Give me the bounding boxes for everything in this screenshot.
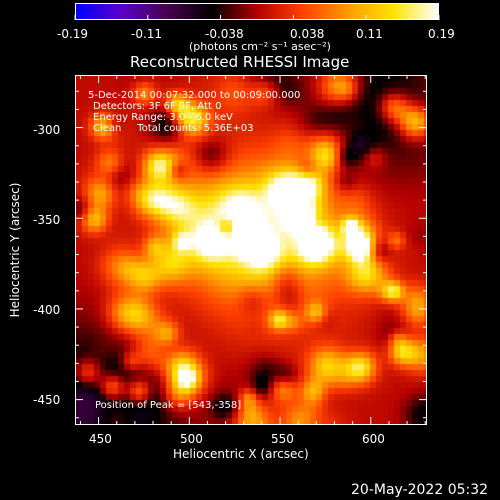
peak-position: Position of Peak = [543,-358] <box>95 400 242 411</box>
info-detectors: Detectors: 3F 6F 9F, Att 0 <box>93 101 222 112</box>
x-tick-label: 500 <box>180 432 203 446</box>
colorbar <box>75 3 439 20</box>
x-tick-label: 550 <box>271 432 294 446</box>
image-plot: 5-Dec-2014 00:07:32.000 to 00:09:00.000 … <box>75 75 427 425</box>
x-axis-label: Heliocentric X (arcsec) <box>173 447 309 461</box>
colorbar-tick-label: -0.038 <box>205 27 244 41</box>
colorbar-tick-label: -0.19 <box>57 27 89 41</box>
y-tick-label: -400 <box>33 303 61 317</box>
y-tick-label: -300 <box>33 123 61 137</box>
x-tick-label: 600 <box>362 432 385 446</box>
timestamp: 20-May-2022 05:32 <box>351 482 489 498</box>
plot-title: Reconstructed RHESSI Image <box>130 53 350 71</box>
info-date-range: 5-Dec-2014 00:07:32.000 to 00:09:00.000 <box>88 90 301 101</box>
colorbar-tick-label: 0.19 <box>428 27 455 41</box>
y-tick-label: -450 <box>33 393 61 407</box>
rhessi-image <box>76 76 426 424</box>
info-clean-counts: Clean Total counts: 5.36E+03 <box>93 123 254 134</box>
y-tick-label: -350 <box>33 213 61 227</box>
info-energy-range: Energy Range: 3.0 - 6.0 keV <box>93 112 233 123</box>
x-tick-label: 450 <box>89 432 112 446</box>
colorbar-tick-label: 0.11 <box>356 27 383 41</box>
colorbar-tick-label: 0.038 <box>290 27 325 41</box>
colorbar-units: (photons cm⁻² s⁻¹ asec⁻²) <box>189 40 331 53</box>
y-axis-label: Heliocentric Y (arcsec) <box>8 182 22 318</box>
colorbar-tick-label: -0.11 <box>131 27 163 41</box>
